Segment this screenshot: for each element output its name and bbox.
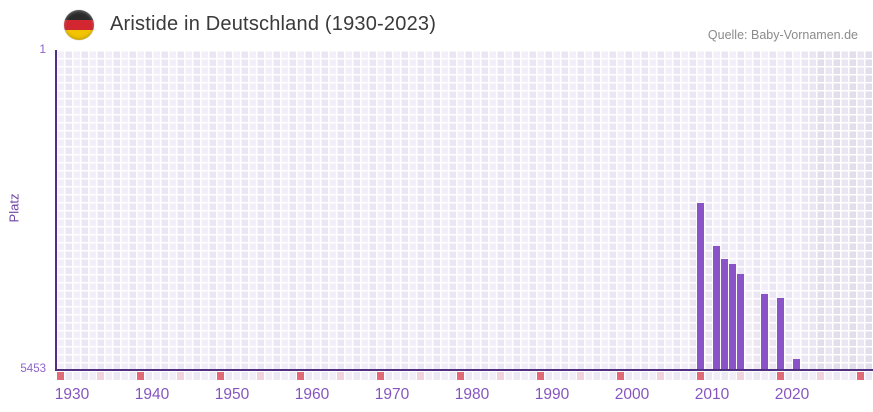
timeline-strip bbox=[56, 371, 873, 380]
bar-2013[interactable] bbox=[736, 274, 744, 370]
timeline-accent-red bbox=[697, 371, 704, 380]
x-axis-tick-label-1970: 1970 bbox=[374, 386, 410, 403]
timeline-accent-pink bbox=[97, 371, 104, 380]
y-axis-title: Platz bbox=[6, 193, 22, 223]
timeline-accent-pink bbox=[257, 371, 264, 380]
timeline-accent-red bbox=[457, 371, 464, 380]
bar-2011[interactable] bbox=[720, 259, 728, 370]
x-axis-line bbox=[54, 369, 873, 372]
timeline-accent-red bbox=[777, 371, 784, 380]
y-axis-max-label: 1 bbox=[39, 42, 46, 56]
x-axis-tick-label-1940: 1940 bbox=[134, 386, 170, 403]
x-axis-tick-label-2020: 2020 bbox=[774, 386, 810, 403]
bar-2008[interactable] bbox=[696, 203, 704, 370]
timeline-accent-red bbox=[537, 371, 544, 380]
chart-title: Aristide in Deutschland (1930-2023) bbox=[110, 13, 437, 35]
timeline-accent-red bbox=[617, 371, 624, 380]
x-axis-tick-label-1930: 1930 bbox=[54, 386, 90, 403]
bar-2012[interactable] bbox=[728, 264, 736, 370]
x-axis-tick-label-2010: 2010 bbox=[694, 386, 730, 403]
timeline-accent-pink bbox=[417, 371, 424, 380]
y-axis-line bbox=[54, 50, 57, 371]
timeline-accent-red bbox=[377, 371, 384, 380]
timeline-accent-red bbox=[297, 371, 304, 380]
timeline-accent-pink bbox=[337, 371, 344, 380]
timeline-accent-pink bbox=[817, 371, 824, 380]
bar-2018[interactable] bbox=[776, 298, 784, 370]
bar-2010[interactable] bbox=[712, 245, 720, 370]
timeline-accent-pink bbox=[737, 371, 744, 380]
bar-2016[interactable] bbox=[760, 294, 768, 370]
y-axis-min-label: 5453 bbox=[20, 363, 46, 375]
x-axis-tick-label-1960: 1960 bbox=[294, 386, 330, 403]
source-attribution: Quelle: Baby-Vornamen.de bbox=[707, 28, 858, 42]
x-axis-tick-label-2000: 2000 bbox=[614, 386, 650, 403]
x-axis-tick-label-1980: 1980 bbox=[454, 386, 490, 403]
future-region bbox=[808, 50, 873, 370]
plot-area bbox=[56, 50, 873, 370]
x-axis-tick-label-1950: 1950 bbox=[214, 386, 250, 403]
timeline-accent-red bbox=[217, 371, 224, 380]
germany-flag-icon bbox=[64, 10, 94, 40]
timeline-accent-pink bbox=[657, 371, 664, 380]
timeline-accent-red bbox=[857, 371, 864, 380]
timeline-accent-red bbox=[137, 371, 144, 380]
timeline-accent-pink bbox=[577, 371, 584, 380]
timeline-accent-pink bbox=[497, 371, 504, 380]
timeline-accent-red bbox=[57, 371, 64, 380]
timeline-accent-pink bbox=[177, 371, 184, 380]
bar-2020[interactable] bbox=[792, 358, 800, 370]
x-axis-tick-label-1990: 1990 bbox=[534, 386, 570, 403]
